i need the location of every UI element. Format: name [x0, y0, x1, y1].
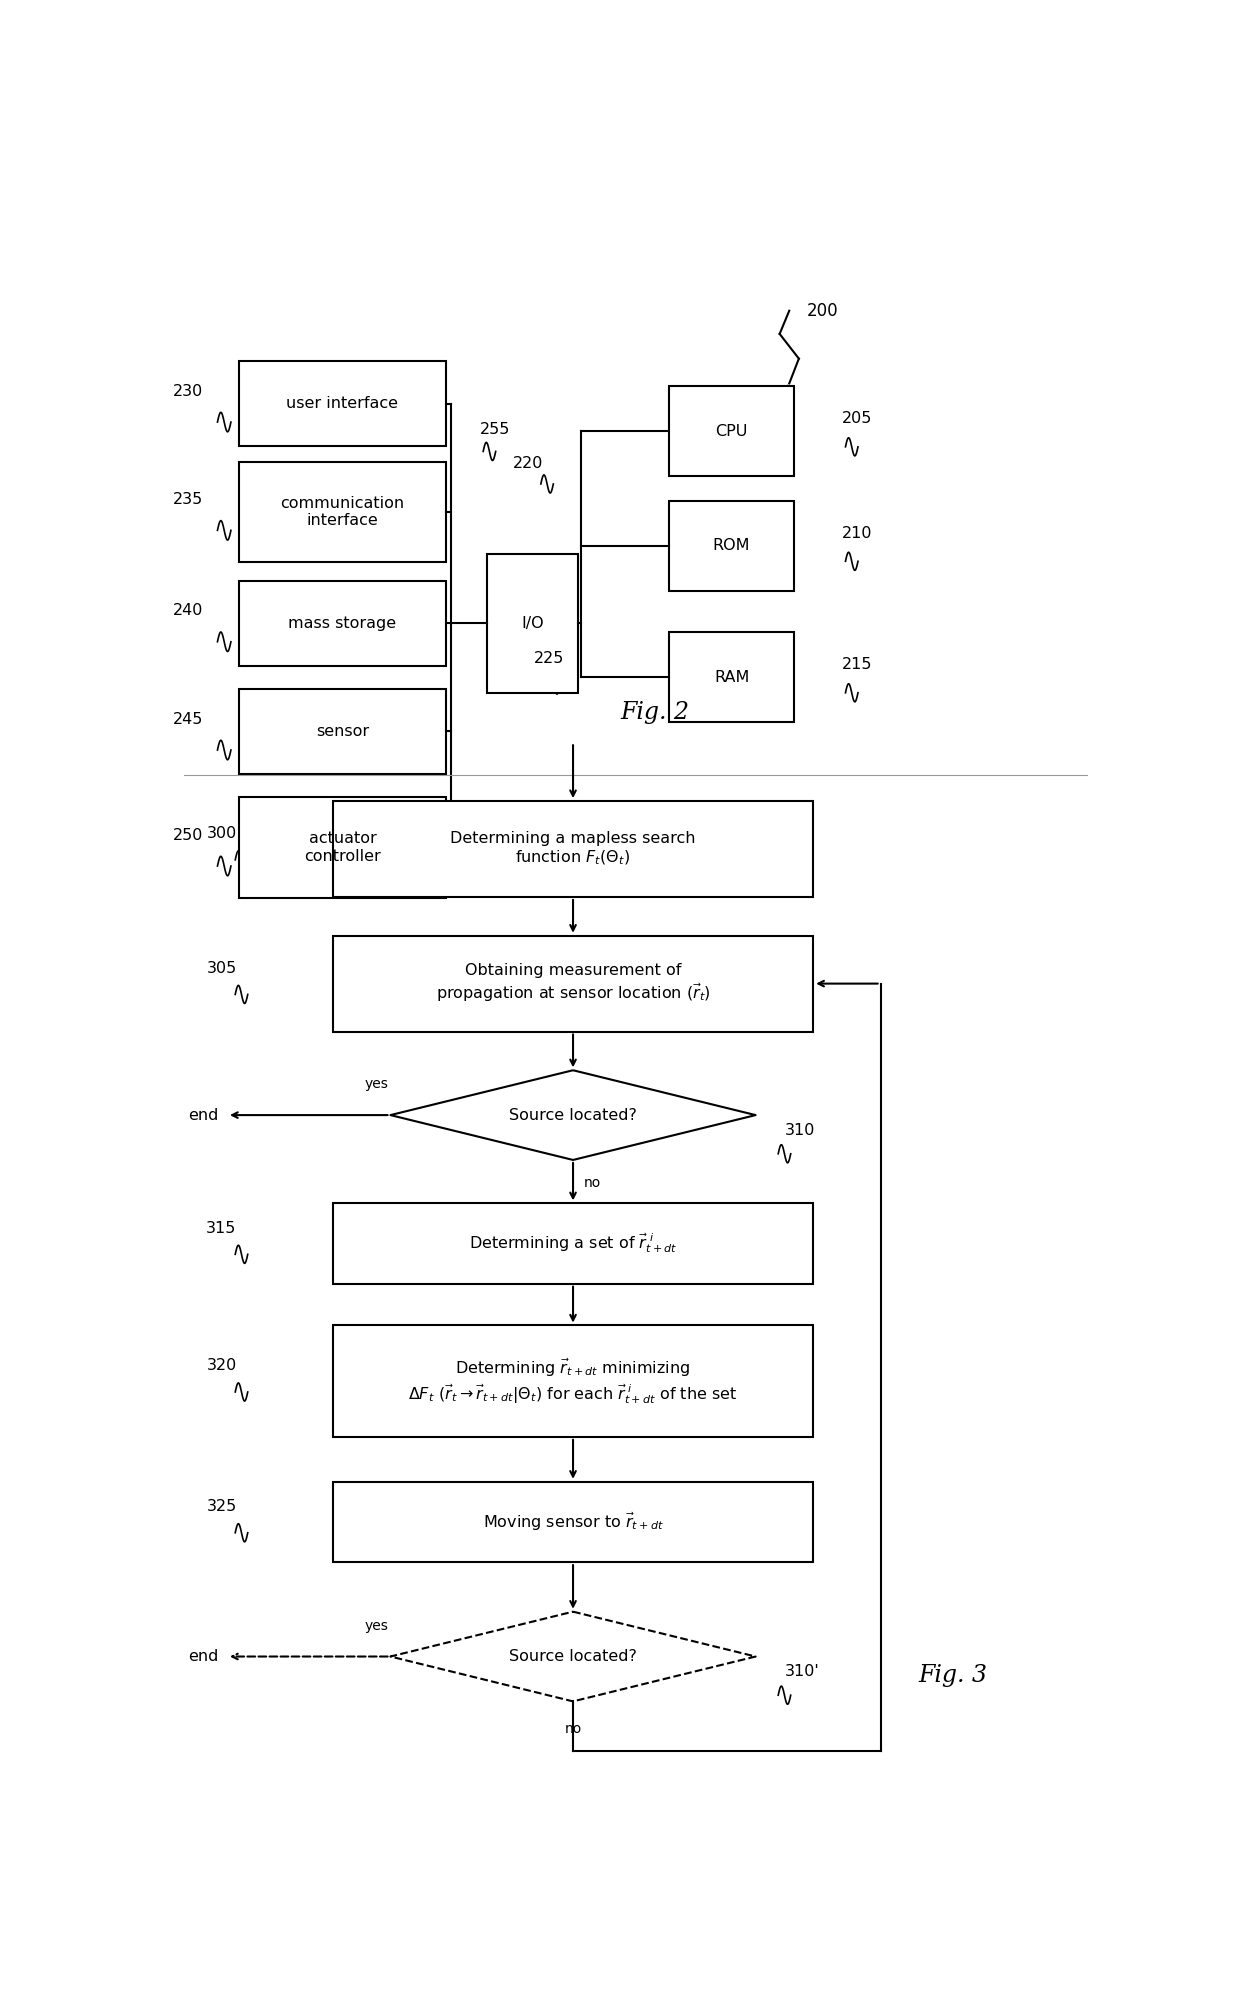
Text: no: no: [584, 1175, 601, 1189]
Text: Determining a set of $\vec{r}^{\ i}_{t+dt}$: Determining a set of $\vec{r}^{\ i}_{t+d…: [469, 1232, 677, 1256]
Text: 215: 215: [842, 657, 873, 673]
Text: 305: 305: [206, 960, 237, 976]
Bar: [239, 462, 445, 563]
Text: Fig. 3: Fig. 3: [918, 1663, 987, 1688]
Text: Fig. 2: Fig. 2: [620, 701, 689, 725]
Text: mass storage: mass storage: [289, 615, 397, 631]
Text: Source located?: Source located?: [510, 1107, 637, 1123]
Text: 200: 200: [807, 301, 838, 319]
Text: end: end: [188, 1107, 218, 1123]
Text: Moving sensor to $\vec{r}_{t+dt}$: Moving sensor to $\vec{r}_{t+dt}$: [482, 1511, 663, 1533]
Bar: [239, 798, 445, 898]
Bar: [332, 1483, 813, 1563]
Text: communication
interface: communication interface: [280, 496, 404, 528]
Bar: [239, 362, 445, 446]
Text: 235: 235: [172, 492, 203, 506]
Polygon shape: [391, 1071, 755, 1159]
Bar: [332, 802, 813, 896]
Text: 240: 240: [172, 603, 203, 619]
Text: 255: 255: [480, 422, 510, 438]
Text: 300: 300: [206, 826, 237, 842]
Text: 310: 310: [785, 1123, 815, 1137]
Text: 315: 315: [206, 1221, 237, 1236]
Polygon shape: [391, 1611, 755, 1702]
Text: end: end: [188, 1649, 218, 1663]
Bar: [670, 386, 794, 476]
Bar: [332, 936, 813, 1031]
Text: 320: 320: [206, 1358, 237, 1374]
Text: Determining a mapless search
function $F_t(\Theta_t)$: Determining a mapless search function $F…: [450, 832, 696, 868]
Text: Source located?: Source located?: [510, 1649, 637, 1663]
Bar: [332, 1326, 813, 1436]
Text: 250: 250: [172, 828, 203, 842]
Text: ROM: ROM: [713, 538, 750, 552]
Text: 245: 245: [172, 711, 203, 727]
Bar: [239, 689, 445, 773]
Text: I/O: I/O: [521, 615, 544, 631]
Bar: [332, 1203, 813, 1284]
Text: user interface: user interface: [286, 396, 398, 412]
Text: actuator
controller: actuator controller: [304, 832, 381, 864]
Text: yes: yes: [365, 1619, 388, 1633]
Bar: [239, 581, 445, 665]
Text: 225: 225: [534, 651, 564, 667]
Text: 205: 205: [842, 412, 873, 426]
Bar: [670, 500, 794, 591]
Text: no: no: [564, 1722, 582, 1736]
Text: RAM: RAM: [714, 669, 749, 685]
Text: Determining $\vec{r}_{t+dt}$ minimizing
$\Delta F_t\ (\vec{r}_t \rightarrow \vec: Determining $\vec{r}_{t+dt}$ minimizing …: [408, 1356, 738, 1406]
Text: 230: 230: [172, 384, 203, 398]
Text: CPU: CPU: [715, 424, 748, 438]
Text: sensor: sensor: [316, 723, 370, 739]
Text: 210: 210: [842, 526, 873, 540]
Bar: [670, 633, 794, 721]
Text: Obtaining measurement of
propagation at sensor location $(\vec{r}_t)$: Obtaining measurement of propagation at …: [435, 962, 711, 1004]
Text: 220: 220: [512, 456, 543, 472]
Text: 310': 310': [785, 1665, 820, 1680]
Bar: [487, 554, 578, 693]
Text: 325: 325: [206, 1499, 237, 1515]
Text: yes: yes: [365, 1077, 388, 1091]
